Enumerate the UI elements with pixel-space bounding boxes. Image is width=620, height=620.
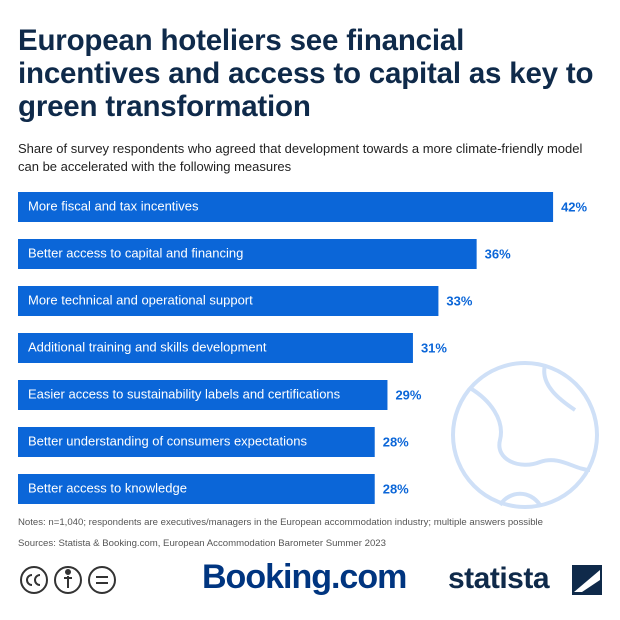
category-label: Better access to capital and financing: [28, 245, 243, 260]
chart-title: European hoteliers see financial incenti…: [18, 24, 594, 123]
globe-decoration: [451, 361, 599, 509]
bar: [18, 192, 554, 222]
category-label: Better understanding of consumers expect…: [28, 433, 307, 448]
value-label: 36%: [485, 246, 511, 261]
value-label: 28%: [383, 434, 409, 449]
source: Sources: Statista & Booking.com, Europea…: [18, 538, 386, 549]
bar: [18, 286, 439, 316]
bar: [18, 427, 375, 457]
license-icons: [20, 566, 116, 594]
chart-subtitle: Share of survey respondents who agreed t…: [18, 141, 583, 174]
category-label: More fiscal and tax incentives: [28, 198, 199, 213]
category-label: More technical and operational support: [28, 292, 253, 307]
category-label: Easier access to sustainability labels a…: [28, 386, 341, 401]
value-label: 29%: [395, 387, 421, 402]
statista-logo: statista: [448, 562, 550, 595]
bar: [18, 239, 477, 269]
notes: Notes: n=1,040; respondents are executiv…: [18, 517, 544, 528]
bar: [18, 333, 413, 363]
value-label: 28%: [383, 481, 409, 496]
category-label: Better access to knowledge: [28, 480, 187, 495]
value-label: 33%: [446, 293, 472, 308]
brand-logo: Booking.com: [202, 558, 407, 596]
value-label: 31%: [421, 340, 447, 355]
bar: [18, 474, 375, 504]
bar: [18, 380, 388, 410]
value-label: 42%: [561, 199, 587, 214]
category-label: Additional training and skills developme…: [28, 339, 267, 354]
logo-mark: [572, 565, 602, 595]
